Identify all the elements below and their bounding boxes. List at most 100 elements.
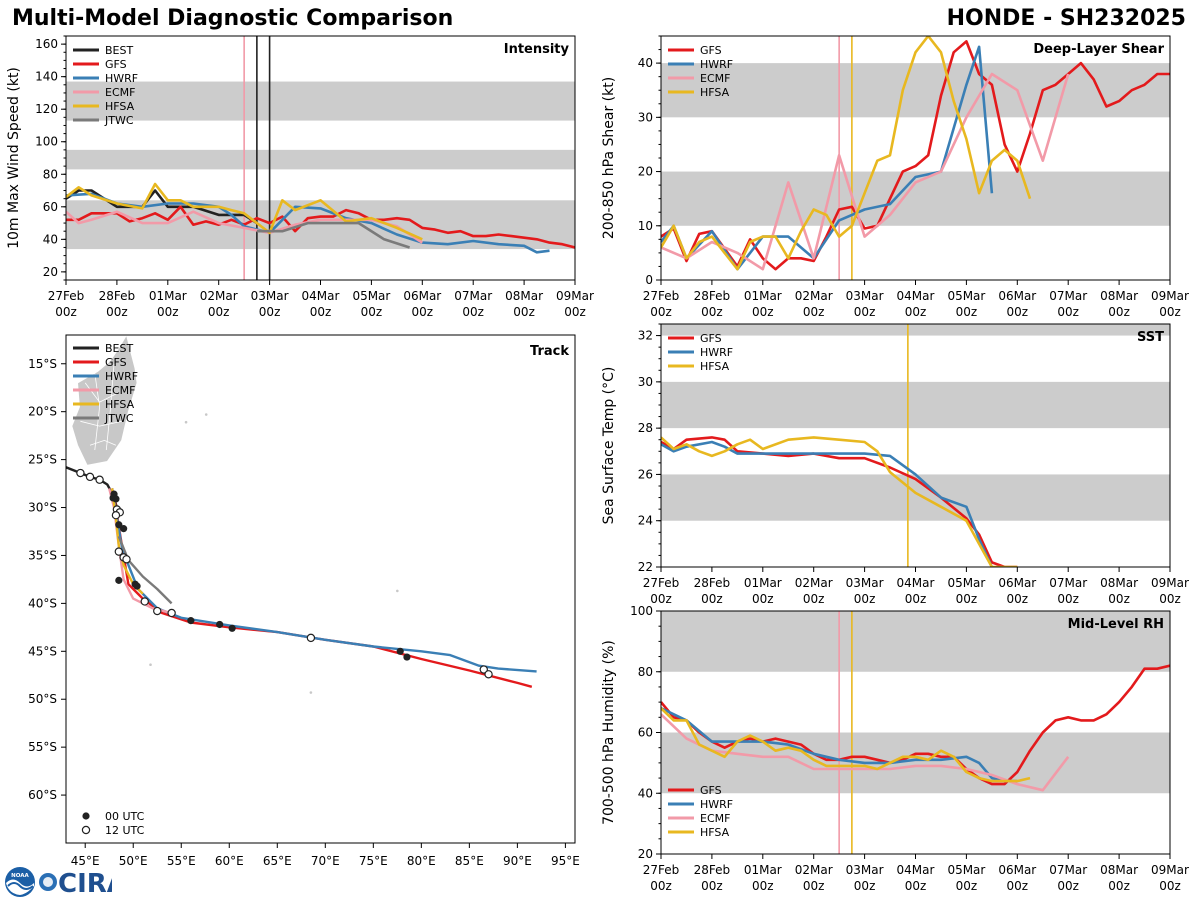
y-tick-label: 40 (43, 232, 58, 246)
series-ecmf-line (661, 72, 1070, 271)
x-tick-label: 05Mar (947, 289, 985, 303)
panel-track: 45°E 50°E 55°E 60°E 65°E 70°E 75°E 80°E 85°E 90°E… (28, 334, 580, 868)
x-tick-label: 09Mar (1151, 863, 1189, 877)
x-tick-label: 00z (905, 879, 927, 893)
legend-label: GFS (105, 58, 127, 71)
x-tick-label: 07Mar (1049, 289, 1087, 303)
x-tick-label: 50°E (119, 854, 148, 868)
x-tick-label: 00z (1007, 305, 1029, 319)
x-tick-label: 07Mar (1049, 576, 1087, 590)
x-tick-label: 00z (650, 592, 672, 606)
threshold-band (661, 381, 1170, 429)
track-hwrf-line (110, 488, 537, 673)
x-tick-label: 00z (650, 305, 672, 319)
x-tick-label: 02Mar (795, 576, 833, 590)
marker-12utc (85, 472, 95, 482)
y-tick-label: 80 (43, 167, 58, 181)
x-tick-label: 07Mar (454, 289, 492, 303)
legend-label: GFS (700, 44, 722, 57)
y-tick-label: 55°S (28, 740, 57, 754)
series-hfsa-line (66, 182, 423, 241)
legend-label: JTWC (104, 412, 134, 425)
legend-marker-12utc (81, 825, 91, 835)
panel-title: Deep-Layer Shear (1033, 42, 1164, 57)
x-tick-label: 06Mar (998, 863, 1036, 877)
x-tick-label: 00z (956, 879, 978, 893)
marker-12utc (114, 547, 124, 556)
marker-12utc (95, 475, 104, 484)
threshold-band (661, 324, 1170, 336)
x-tick-label: 01Mar (744, 863, 782, 877)
marker-00utc (120, 525, 128, 533)
legend-marker-00utc (82, 812, 90, 820)
y-tick-label: 25°S (28, 453, 57, 467)
island (204, 413, 208, 416)
series-gfs-line (661, 664, 1170, 786)
series-jtwc-line (256, 221, 410, 249)
x-tick-label: 28Feb (694, 863, 731, 877)
legend-label: BEST (105, 342, 133, 355)
x-tick-label: 00z (1159, 592, 1181, 606)
threshold-band (66, 149, 575, 170)
x-tick-label: 00z (106, 305, 128, 319)
x-tick-label: 00z (701, 879, 723, 893)
x-tick-label: 85°E (455, 854, 484, 868)
legend-label: HWRF (700, 798, 733, 811)
series-hwrf-line (661, 45, 994, 271)
panel-sst: 22 24 26 28 30 32 27Feb 00z 28Feb 00z 01Mar 00z 02Ma… (601, 323, 1189, 606)
legend-label: HFSA (700, 86, 730, 99)
y-tick-label: 20°S (28, 405, 57, 419)
legend-label: BEST (105, 44, 133, 57)
x-tick-label: 90°E (503, 854, 532, 868)
x-tick-label: 27Feb (643, 863, 680, 877)
marker-00utc (403, 653, 411, 661)
x-tick-label: 00z (564, 305, 586, 319)
legend-label: GFS (700, 332, 722, 345)
x-tick-label: 06Mar (998, 289, 1036, 303)
panel-title: Mid-Level RH (1068, 617, 1164, 632)
y-tick-label: 100 (630, 604, 653, 618)
y-tick-label: 20 (638, 165, 653, 179)
y-axis-label: 10m Max Wind Speed (kt) (6, 67, 22, 249)
x-tick-label: 05Mar (947, 863, 985, 877)
region-border (80, 420, 122, 427)
y-tick-label: 45°S (28, 644, 57, 658)
panel-title: Intensity (504, 42, 570, 57)
x-tick-label: 07Mar (1049, 863, 1087, 877)
y-tick-label: 40 (638, 56, 653, 70)
marker-00utc (228, 624, 236, 632)
y-tick-label: 40°S (28, 596, 57, 610)
y-tick-label: 32 (638, 329, 653, 343)
panel-frame (65, 334, 576, 844)
y-tick-label: 40 (638, 786, 653, 800)
x-tick-label: 28Feb (694, 576, 731, 590)
x-tick-label: 80°E (407, 854, 436, 868)
legend-label: ECMF (700, 72, 730, 85)
marker-00utc (115, 521, 123, 529)
marker-12utc (76, 468, 85, 478)
y-tick-label: 140 (35, 70, 58, 84)
x-tick-label: 00z (905, 592, 927, 606)
logos: NOAA CIRA (4, 865, 112, 899)
x-tick-label: 00z (1159, 879, 1181, 893)
x-tick-label: 09Mar (556, 289, 594, 303)
x-tick-label: 09Mar (1151, 576, 1189, 590)
x-tick-label: 02Mar (795, 863, 833, 877)
x-tick-label: 00z (1057, 592, 1079, 606)
marker-12utc (111, 510, 121, 520)
marker-12utc (306, 633, 316, 643)
x-tick-label: 65°E (263, 854, 292, 868)
x-tick-label: 28Feb (99, 289, 136, 303)
x-tick-label: 06Mar (998, 576, 1036, 590)
marker-12utc (167, 608, 176, 618)
plot-area (661, 36, 1170, 280)
x-tick-label: 00z (1057, 305, 1079, 319)
panel-mid-level-rh: 20 40 60 80 100 27Feb 00z 28Feb 00z 01Mar 00z 02Mar… (601, 604, 1189, 893)
plot-area (66, 335, 537, 694)
marker-00utc (216, 620, 224, 629)
x-tick-label: 01Mar (744, 289, 782, 303)
y-tick-label: 20 (43, 265, 58, 279)
panel-intensity: 20 40 60 80 100 120 140 160 27Feb 00z 28Feb 00z 01Ma… (6, 35, 594, 319)
series-hfsa-line (661, 707, 1031, 783)
x-tick-label: 00z (1108, 305, 1130, 319)
